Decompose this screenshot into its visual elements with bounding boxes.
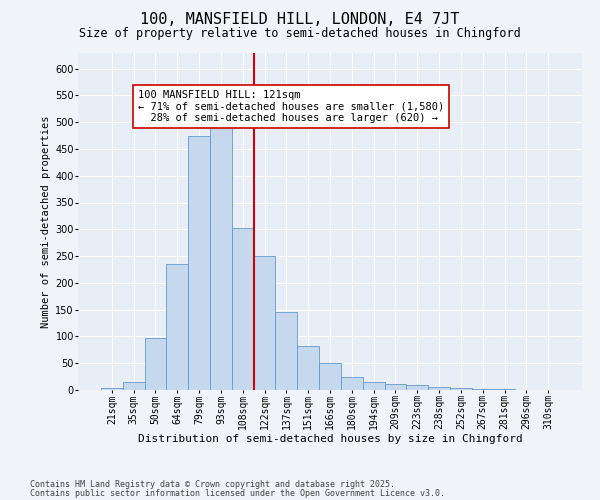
Text: Size of property relative to semi-detached houses in Chingford: Size of property relative to semi-detach… — [79, 28, 521, 40]
Bar — [297, 346, 319, 390]
Text: 100, MANSFIELD HILL, LONDON, E4 7JT: 100, MANSFIELD HILL, LONDON, E4 7JT — [140, 12, 460, 28]
Bar — [319, 363, 341, 390]
Bar — [232, 228, 254, 390]
Bar — [428, 388, 450, 390]
Text: Contains HM Land Registry data © Crown copyright and database right 2025.: Contains HM Land Registry data © Crown c… — [30, 480, 395, 489]
Bar — [450, 388, 472, 390]
Bar — [210, 122, 232, 390]
Bar — [166, 264, 188, 390]
Bar — [275, 312, 297, 390]
Y-axis label: Number of semi-detached properties: Number of semi-detached properties — [41, 115, 51, 328]
Bar — [188, 136, 210, 390]
Text: Contains public sector information licensed under the Open Government Licence v3: Contains public sector information licen… — [30, 490, 445, 498]
Bar — [406, 385, 428, 390]
Bar — [341, 376, 363, 390]
Bar — [472, 389, 494, 390]
Bar — [254, 256, 275, 390]
Bar — [145, 338, 166, 390]
X-axis label: Distribution of semi-detached houses by size in Chingford: Distribution of semi-detached houses by … — [137, 434, 523, 444]
Bar — [101, 388, 123, 390]
Bar — [385, 384, 406, 390]
Text: 100 MANSFIELD HILL: 121sqm
← 71% of semi-detached houses are smaller (1,580)
  2: 100 MANSFIELD HILL: 121sqm ← 71% of semi… — [138, 90, 444, 123]
Bar — [363, 382, 385, 390]
Bar — [123, 382, 145, 390]
